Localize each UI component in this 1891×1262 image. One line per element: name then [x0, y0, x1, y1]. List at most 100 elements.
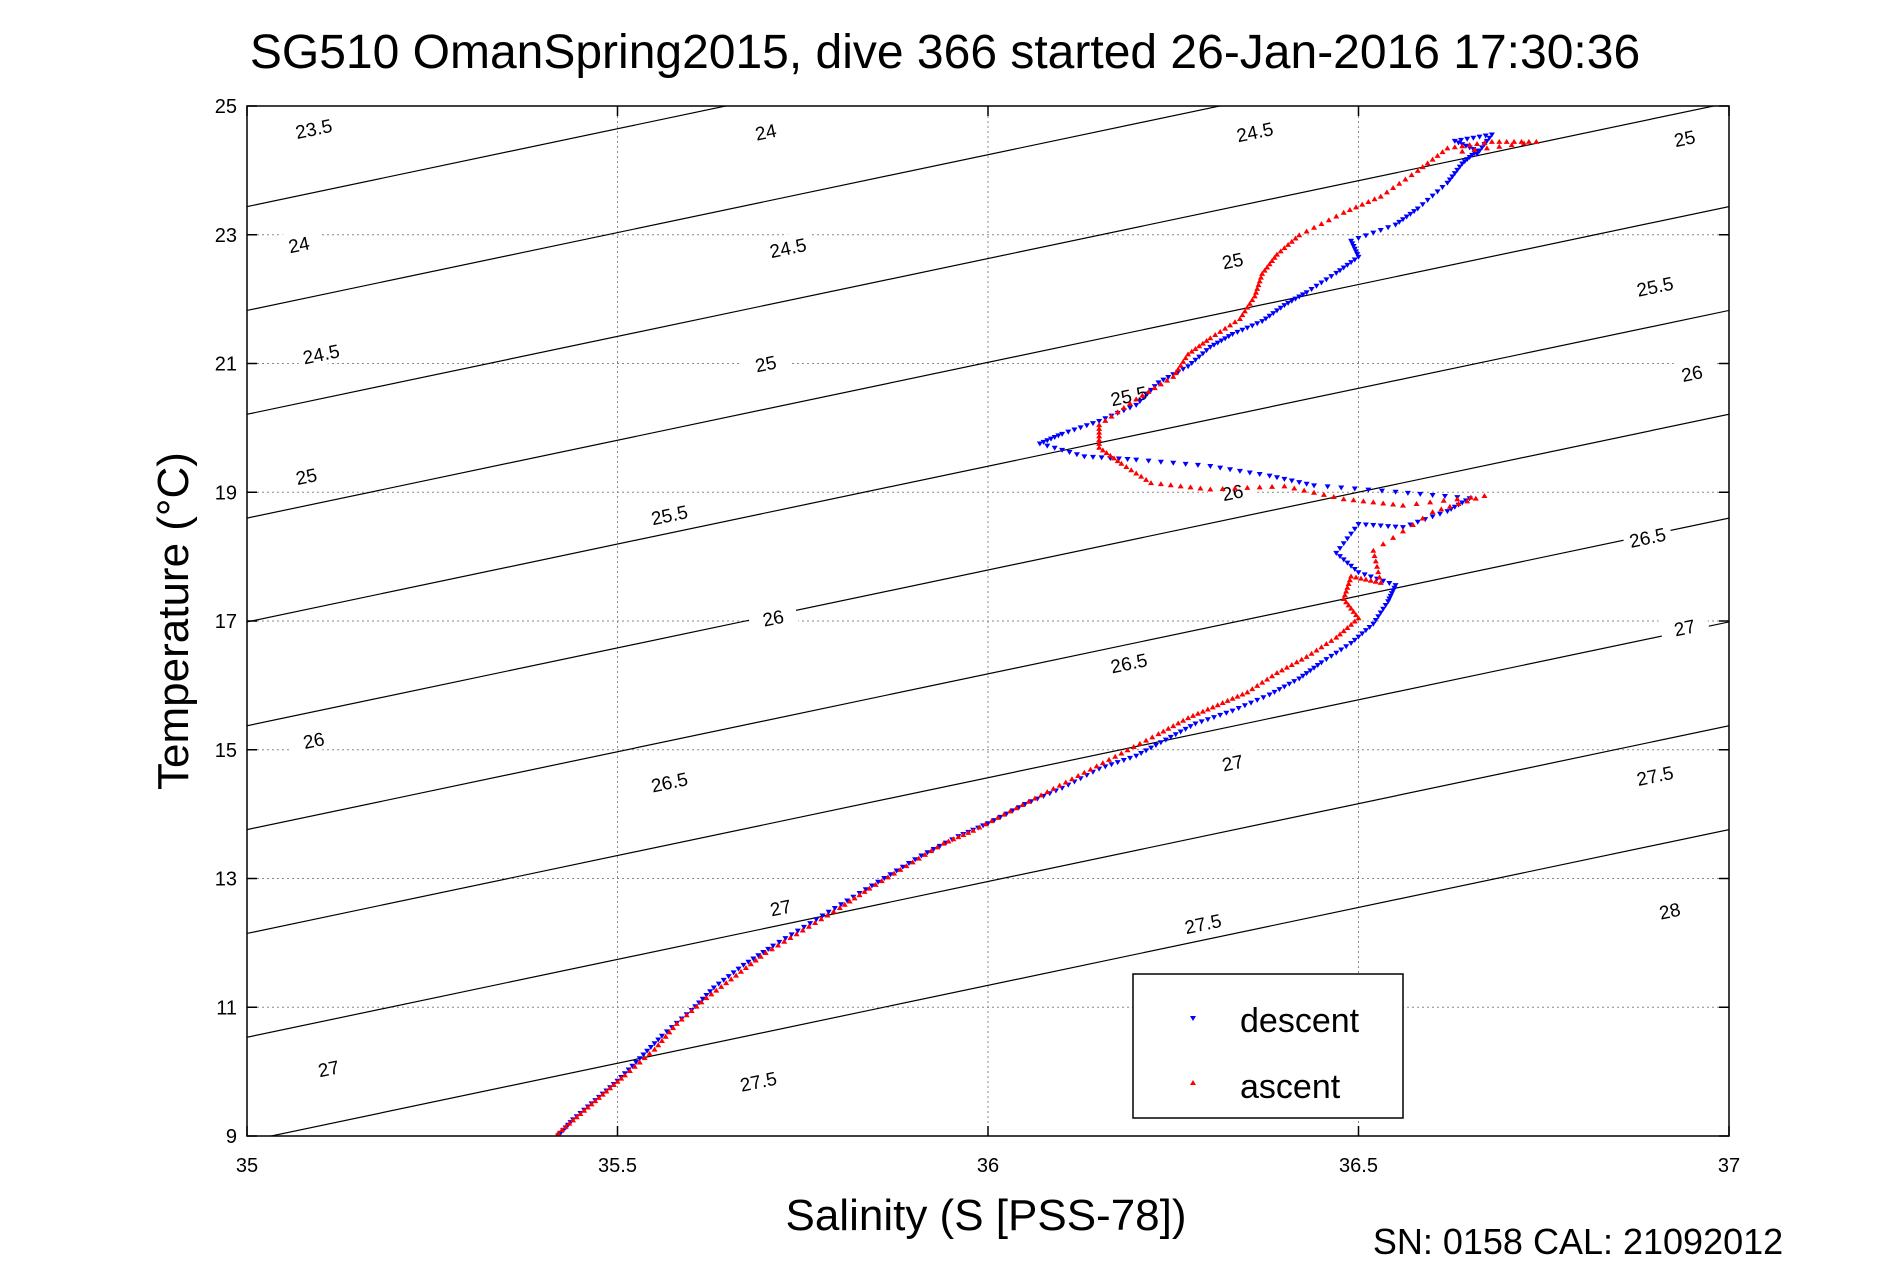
contour-label-backdrop — [1665, 355, 1718, 389]
ascent-marker — [658, 1038, 665, 1044]
descent-marker — [745, 959, 752, 965]
ascent-marker — [915, 855, 922, 861]
descent-marker — [862, 887, 869, 893]
descent-marker — [740, 962, 747, 968]
descent-marker — [1276, 687, 1283, 693]
ascent-marker — [1143, 476, 1150, 482]
ascent-marker — [1056, 782, 1063, 788]
ascent-marker — [1025, 798, 1032, 804]
ascent-marker — [1350, 608, 1357, 614]
ascent-marker — [670, 1025, 677, 1031]
ascent-marker — [1075, 773, 1082, 778]
descent-marker — [1459, 500, 1466, 506]
ascent-marker — [1264, 676, 1271, 682]
descent-marker — [720, 977, 727, 983]
ascent-marker — [1376, 574, 1383, 580]
ascent-marker — [960, 832, 967, 838]
descent-marker — [1377, 523, 1384, 529]
ascent-marker — [1298, 656, 1305, 662]
ascent-marker — [928, 848, 935, 854]
ascent-marker — [1424, 160, 1431, 166]
ascent-marker — [1269, 258, 1276, 263]
descent-marker — [1271, 689, 1278, 695]
ascent-marker — [1343, 588, 1350, 594]
descent-marker — [1333, 270, 1340, 276]
ascent-marker — [738, 968, 744, 974]
ascent-marker — [1203, 337, 1210, 343]
descent-marker — [905, 860, 912, 866]
ascent-marker — [1340, 209, 1347, 215]
descent-marker — [1248, 700, 1255, 706]
ascent-marker — [1123, 464, 1130, 469]
ascent-marker — [1050, 785, 1057, 791]
ascent-marker — [1357, 575, 1364, 581]
descent-marker — [1429, 193, 1436, 199]
ascent-marker — [1182, 355, 1189, 361]
ascent-marker — [1192, 345, 1199, 351]
descent-marker — [1451, 171, 1458, 177]
ascent-marker — [1227, 322, 1234, 328]
ascent-marker — [1472, 495, 1479, 501]
descent-marker — [1051, 435, 1058, 441]
descent-marker — [1466, 155, 1473, 160]
ascent-marker — [757, 953, 764, 959]
ascent-marker — [1096, 437, 1103, 443]
descent-marker — [1288, 298, 1295, 304]
descent-marker — [1270, 311, 1277, 317]
contour-label-backdrop — [1102, 645, 1155, 679]
descent-marker — [1392, 583, 1399, 589]
descent-marker — [1207, 344, 1214, 350]
ascent-marker — [1371, 196, 1378, 202]
descent-marker — [1451, 504, 1458, 510]
density-contour — [247, 725, 1729, 1038]
descent-marker — [1162, 737, 1169, 743]
descent-marker — [1059, 431, 1066, 437]
ascent-marker — [1149, 734, 1156, 740]
descent-marker — [838, 902, 845, 908]
ascent-marker — [1454, 496, 1461, 502]
descent-marker — [1318, 280, 1325, 286]
descent-marker — [887, 872, 894, 878]
ascent-marker — [733, 972, 740, 978]
ascent-marker — [1114, 458, 1121, 464]
ascent-marker — [641, 1055, 648, 1061]
contour-label-backdrop — [1621, 519, 1674, 554]
descent-marker — [1182, 726, 1189, 732]
ascent-marker — [1128, 467, 1135, 473]
y-tick-label: 11 — [216, 997, 237, 1019]
ascent-marker — [1175, 366, 1182, 372]
ascent-marker — [1293, 659, 1300, 665]
ascent-marker — [1446, 503, 1453, 509]
contour-label: 24 — [287, 233, 312, 258]
ascent-marker — [1157, 381, 1164, 387]
descent-marker — [912, 857, 919, 863]
ascent-marker — [851, 895, 858, 901]
ascent-marker — [703, 995, 710, 1001]
descent-marker — [1096, 418, 1103, 424]
ascent-marker — [1303, 653, 1310, 659]
descent-marker — [1311, 665, 1318, 671]
ascent-marker — [1348, 573, 1355, 579]
descent-marker — [1362, 628, 1369, 634]
descent-marker — [1223, 710, 1230, 716]
ascent-marker — [775, 942, 782, 948]
descent-marker — [1262, 316, 1269, 322]
ascent-marker — [723, 980, 730, 986]
ascent-marker — [1259, 270, 1266, 276]
ascent-marker — [1336, 631, 1343, 637]
descent-marker — [1399, 217, 1406, 223]
descent-marker — [1370, 621, 1377, 627]
ascent-marker — [1124, 747, 1131, 753]
ascent-marker — [1390, 534, 1397, 540]
ascent-marker — [1451, 144, 1458, 150]
descent-marker — [1157, 459, 1164, 465]
ascent-marker — [922, 851, 929, 857]
ascent-marker — [1155, 731, 1162, 737]
descent-marker — [1355, 236, 1362, 242]
descent-marker — [629, 1063, 636, 1069]
contour-label-backdrop — [1206, 744, 1259, 779]
chart-title: SG510 OmanSpring2015, dive 366 started 2… — [250, 26, 1640, 79]
ascent-marker — [1234, 693, 1241, 699]
ascent-marker — [1199, 708, 1206, 714]
